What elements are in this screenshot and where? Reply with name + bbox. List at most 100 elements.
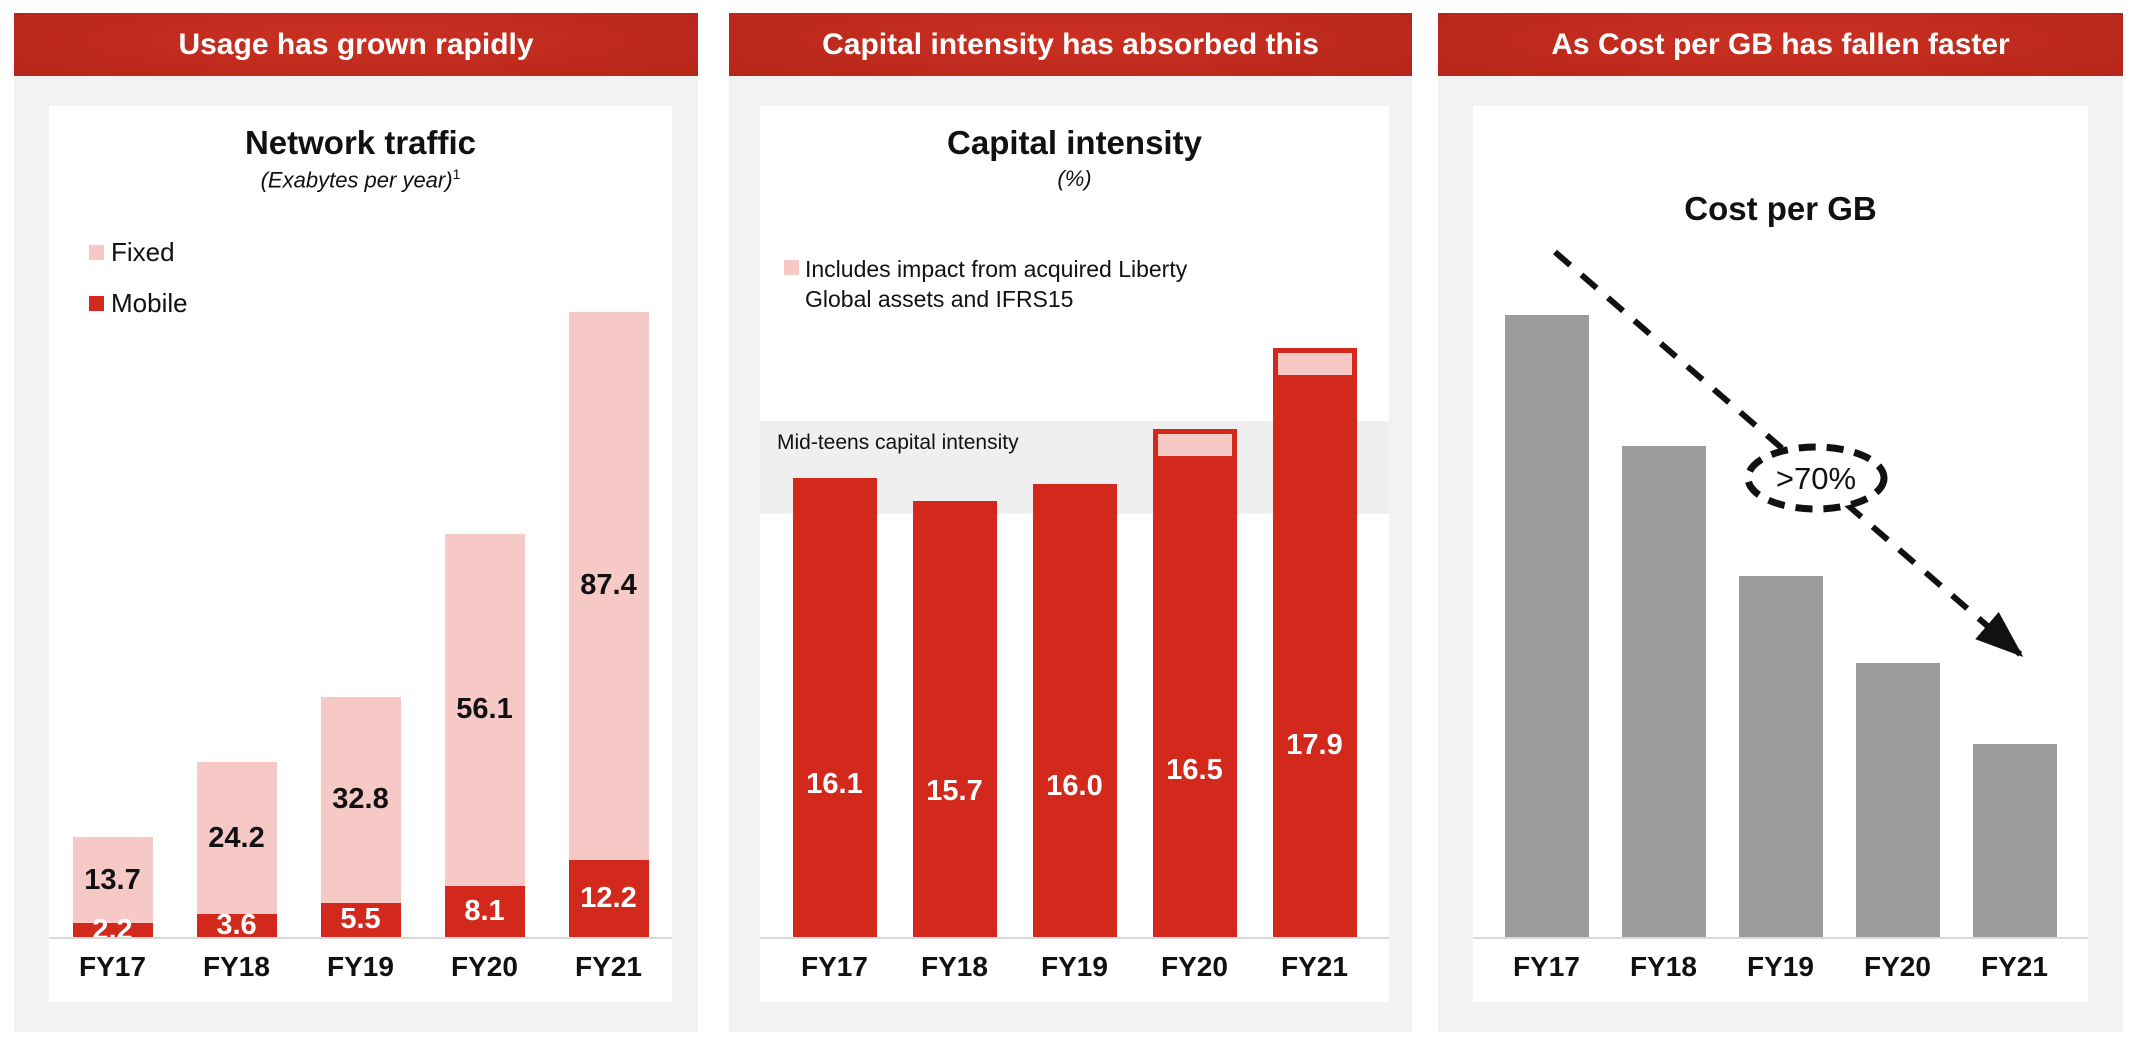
bar-segment-fixed: 32.8 bbox=[320, 696, 401, 903]
bar-segment-mobile: 12.2 bbox=[568, 860, 649, 937]
bar-fy17 bbox=[1504, 315, 1589, 937]
bar-fy18 bbox=[1621, 445, 1706, 937]
liberty-legend-swatch-icon bbox=[784, 260, 799, 275]
bar-segment-fixed: 24.2 bbox=[196, 762, 277, 915]
x-axis-label-fy19: FY19 bbox=[327, 951, 394, 982]
bar-fy21 bbox=[1972, 744, 2057, 937]
liberty-global-cap bbox=[1157, 434, 1232, 456]
value-label-mobile: 2.2 bbox=[92, 913, 133, 937]
legend-item-mobile: Mobile bbox=[89, 288, 188, 318]
x-axis-label-fy21: FY21 bbox=[1281, 951, 1348, 982]
bar-fy20: 16.5 bbox=[1152, 429, 1237, 937]
chart-title-network-traffic: Network traffic bbox=[244, 124, 477, 161]
bar-segment-fixed: 56.1 bbox=[444, 533, 525, 887]
cost-per-gb-plot bbox=[1473, 256, 2088, 937]
chart-subtitle-network-traffic: (Exabytes per year)1 bbox=[49, 166, 672, 193]
bar-segment-mobile: 2.2 bbox=[72, 915, 153, 937]
bar-fy17: 13.7 2.2 bbox=[72, 837, 153, 937]
x-axis-label-fy18: FY18 bbox=[921, 951, 988, 982]
x-axis-label-fy20: FY20 bbox=[1161, 951, 1228, 982]
x-axis-label-fy21: FY21 bbox=[575, 951, 642, 982]
panel-usage-header: Usage has grown rapidly bbox=[14, 13, 698, 76]
mobile-legend-label: Mobile bbox=[111, 287, 188, 318]
x-axis-label-fy18: FY18 bbox=[203, 951, 270, 982]
network-traffic-plot: 13.7 2.2 24.2 3.6 32.8 5.5 56.1 8.1 87.4 12.2 bbox=[49, 256, 672, 937]
panel-cost-per-gb: As Cost per GB has fallen faster Cost pe… bbox=[1438, 13, 2123, 1032]
x-axis-label-fy20: FY20 bbox=[1864, 951, 1931, 982]
panel-cost-per-gb-header-text: As Cost per GB has fallen faster bbox=[1551, 27, 2010, 61]
value-label-fixed: 87.4 bbox=[580, 569, 637, 602]
bar-fy18: 24.2 3.6 bbox=[196, 762, 277, 937]
x-axis-label-fy20: FY20 bbox=[451, 951, 518, 982]
bar-segment-mobile: 8.1 bbox=[444, 886, 525, 937]
x-axis-label-fy17: FY17 bbox=[801, 951, 868, 982]
panel-capital-intensity-header-text: Capital intensity has absorbed this bbox=[822, 27, 1319, 61]
x-axis-line bbox=[49, 937, 672, 939]
value-label-fixed: 32.8 bbox=[332, 783, 389, 815]
mobile-legend-swatch-icon bbox=[89, 295, 104, 311]
chart-title-capital-intensity: Capital intensity bbox=[947, 124, 1202, 161]
value-label-fixed: 56.1 bbox=[456, 693, 513, 726]
panel-capital-intensity: Capital intensity has absorbed this Capi… bbox=[729, 13, 1412, 1032]
value-label-mobile: 12.2 bbox=[580, 882, 637, 915]
x-axis-label-fy21: FY21 bbox=[1981, 951, 2048, 982]
bar-fy20 bbox=[1855, 663, 1940, 937]
x-axis-label-fy17: FY17 bbox=[1513, 951, 1580, 982]
chart-subtitle-capital-intensity: (%) bbox=[760, 166, 1389, 192]
panel-cost-per-gb-header: As Cost per GB has fallen faster bbox=[1438, 13, 2123, 76]
x-axis-labels: FY17 FY18 FY19 FY20 FY21 bbox=[1473, 951, 2088, 983]
chart-subtitle-footnote: 1 bbox=[452, 166, 461, 182]
liberty-legend-label: Includes impact from acquired Liberty Gl… bbox=[805, 256, 1188, 312]
x-axis-line bbox=[1473, 937, 2088, 939]
x-axis-label-fy19: FY19 bbox=[1747, 951, 1814, 982]
panel-usage: Usage has grown rapidly Network traffic … bbox=[14, 13, 698, 1032]
bar-fy19 bbox=[1738, 576, 1823, 937]
x-axis-label-fy17: FY17 bbox=[79, 951, 146, 982]
bar-segment-fixed: 87.4 bbox=[568, 311, 649, 861]
bar-fy18: 15.7 bbox=[912, 501, 997, 937]
cost-per-gb-card: Cost per GB FY17 FY18 FY19 FY20 FY21 >70% bbox=[1473, 106, 2088, 1002]
bar-fy21: 17.9 bbox=[1272, 347, 1357, 937]
value-label-fixed: 13.7 bbox=[84, 863, 141, 896]
value-label: 17.9 bbox=[1286, 729, 1343, 761]
panel-capital-intensity-body: Capital intensity (%) Includes impact fr… bbox=[729, 76, 1412, 1032]
bar-segment-mobile: 3.6 bbox=[196, 909, 277, 937]
bar-fy19: 16.0 bbox=[1032, 484, 1117, 937]
panel-cost-per-gb-body: Cost per GB FY17 FY18 FY19 FY20 FY21 >70% bbox=[1438, 76, 2123, 1032]
liberty-global-cap bbox=[1277, 352, 1352, 375]
x-axis-label-fy18: FY18 bbox=[1630, 951, 1697, 982]
legend-item-fixed: Fixed bbox=[89, 237, 175, 267]
x-axis-line bbox=[760, 937, 1389, 939]
legend-item-liberty-global: Includes impact from acquired Liberty Gl… bbox=[784, 254, 1215, 314]
fixed-legend-label: Fixed bbox=[111, 236, 175, 267]
value-label: 16.1 bbox=[806, 768, 863, 800]
bar-segment-fixed: 13.7 bbox=[72, 837, 153, 924]
panel-capital-intensity-header: Capital intensity has absorbed this bbox=[729, 13, 1412, 76]
panel-usage-header-text: Usage has grown rapidly bbox=[178, 27, 534, 61]
fixed-legend-swatch-icon bbox=[89, 244, 104, 260]
capital-intensity-plot: 16.1 15.7 16.0 16.5 17.9 bbox=[760, 256, 1389, 937]
bar-segment-mobile: 5.5 bbox=[320, 902, 401, 937]
bar-fy20: 56.1 8.1 bbox=[444, 533, 525, 937]
network-traffic-card: Network traffic (Exabytes per year)1 Fix… bbox=[49, 106, 672, 1002]
chart-subtitle-text: (Exabytes per year) bbox=[260, 167, 453, 193]
mid-teens-band-label: Mid-teens capital intensity bbox=[777, 431, 1019, 454]
value-label-mobile: 8.1 bbox=[464, 895, 505, 928]
bar-fy21: 87.4 12.2 bbox=[568, 311, 649, 937]
x-axis-labels: FY17 FY18 FY19 FY20 FY21 bbox=[49, 951, 672, 983]
bar-fy17: 16.1 bbox=[792, 478, 877, 937]
chart-subtitle-text: (%) bbox=[1057, 166, 1092, 191]
x-axis-labels: FY17 FY18 FY19 FY20 FY21 bbox=[760, 951, 1389, 983]
value-label-mobile: 3.6 bbox=[216, 909, 257, 937]
x-axis-label-fy19: FY19 bbox=[1041, 951, 1108, 982]
chart-title-cost-per-gb: Cost per GB bbox=[1684, 190, 1877, 227]
value-label-fixed: 24.2 bbox=[208, 821, 265, 854]
value-label: 16.5 bbox=[1166, 754, 1223, 786]
capital-intensity-card: Capital intensity (%) Includes impact fr… bbox=[760, 106, 1389, 1002]
value-label: 15.7 bbox=[926, 775, 983, 807]
value-label-mobile: 5.5 bbox=[340, 903, 381, 936]
panel-usage-body: Network traffic (Exabytes per year)1 Fix… bbox=[14, 76, 698, 1032]
bar-fy19: 32.8 5.5 bbox=[320, 696, 401, 937]
value-label: 16.0 bbox=[1046, 770, 1103, 802]
